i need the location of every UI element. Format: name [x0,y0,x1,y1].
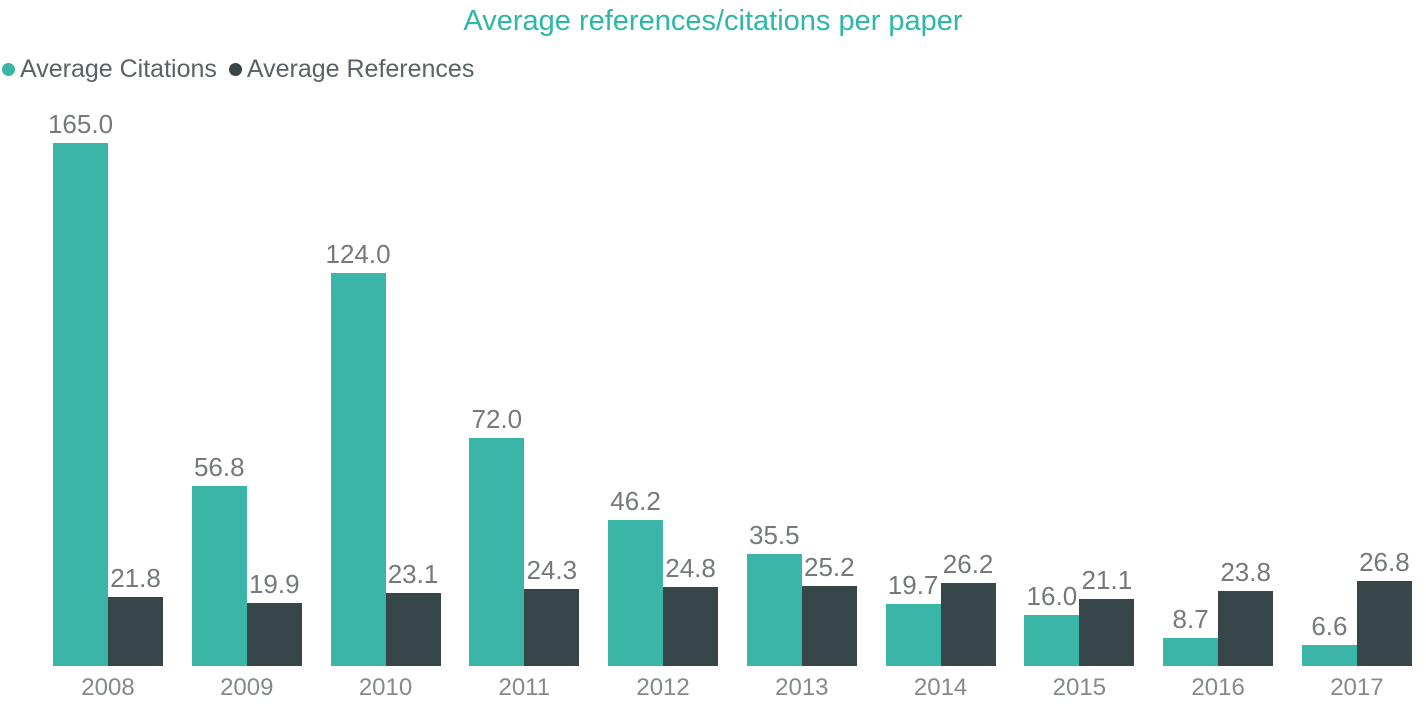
bar-cell: 56.8 [191,452,247,666]
bar-cell: 26.2 [940,549,996,666]
bar-value-label: 19.7 [887,569,939,600]
x-axis-label: 2014 [913,674,968,701]
bar-average-citations[interactable] [469,437,525,666]
bar-cell: 46.2 [608,485,664,666]
bar-value-label: 19.9 [248,568,300,599]
bar-value-label: 72.0 [471,403,523,434]
bar-average-citations[interactable] [191,486,247,666]
bar-cell: 165.0 [48,111,113,666]
x-axis-label: 2011 [498,674,551,701]
bar-cell: 21.1 [1079,565,1135,666]
bar-value-label: 35.5 [749,519,800,550]
x-axis-label: 2009 [220,674,274,701]
bar-group: 165.0 21.8 [48,111,163,666]
x-axis-label: 2013 [775,674,829,701]
bar-value-label: 56.8 [193,452,245,482]
bar-group: 6.6 26.8 [1301,547,1412,666]
legend-item-average-citations[interactable]: Average Citations [2,55,217,84]
x-axis-label: 2010 [358,674,413,701]
bar-cell: 16.0 [1024,581,1080,666]
bar-average-citations[interactable] [746,553,802,666]
bar-cell: 8.7 [1163,604,1219,666]
bar-value-label: 26.8 [1359,547,1410,578]
legend: Average Citations Average References [2,55,474,84]
bar-group: 46.2 24.8 [608,485,719,666]
bar-cell: 35.5 [746,519,802,666]
bar-cell: 19.9 [246,568,302,666]
chart-title: Average references/citations per paper [463,5,963,37]
bar-group: 72.0 24.3 [469,403,580,666]
bar-cell: 23.1 [385,558,441,666]
bar-value-label: 26.2 [942,549,994,579]
bar-cell: 24.3 [524,555,580,666]
legend-dot-references-icon [228,63,242,76]
plot-area: 165.0 21.8 56.8 19.9 124.0 23.1 72.0 24.3 46.2 24… [48,100,1412,666]
bar-value-label: 25.2 [804,552,855,583]
bar-value-label: 8.7 [1172,604,1209,635]
bar-average-references[interactable] [1356,581,1412,666]
bar-average-citations[interactable] [1024,615,1080,666]
bar-average-citations[interactable] [1163,638,1219,666]
legend-dot-citations-icon [2,63,15,76]
x-axis-label: 2012 [636,674,690,701]
bar-average-references[interactable] [663,587,719,666]
legend-label-average-citations: Average Citations [20,55,217,83]
bar-average-references[interactable] [246,602,302,666]
bar-average-citations[interactable] [608,519,664,666]
bar-average-references[interactable] [385,592,441,666]
bar-cell: 124.0 [326,241,391,666]
legend-label-average-references: Average References [246,55,475,83]
bar-group: 16.0 21.1 [1024,565,1135,666]
bar-cell: 6.6 [1301,611,1357,666]
legend-item-average-references[interactable]: Average References [228,55,475,84]
bar-average-references[interactable] [801,586,857,666]
bar-average-references[interactable] [1218,590,1274,666]
bar-cell: 72.0 [469,403,525,666]
x-axis-label: 2017 [1330,674,1384,701]
bar-average-citations[interactable] [53,143,108,666]
bar-value-label: 23.8 [1220,556,1271,587]
x-axis-label: 2016 [1191,674,1245,701]
x-axis: 2008 2009 2010 2011 2012 2013 2014 2015 2016 2017 [53,674,1412,702]
bar-value-label: 24.8 [665,553,716,584]
bar-average-citations[interactable] [330,273,386,666]
bar-group: 19.7 26.2 [885,549,996,666]
bar-average-citations[interactable] [1301,645,1357,666]
bar-group: 8.7 23.8 [1163,556,1274,666]
bar-cell: 24.8 [663,553,719,666]
bar-value-label: 6.6 [1311,611,1348,642]
bar-value-label: 16.0 [1026,581,1078,612]
bar-value-label: 165.0 [47,109,114,139]
bar-value-label: 24.3 [526,555,578,585]
bar-value-label: 46.2 [610,485,661,516]
bar-average-references[interactable] [1079,599,1135,666]
bar-value-label: 124.0 [325,239,391,269]
bar-average-references[interactable] [524,589,580,666]
bar-cell: 19.7 [885,569,941,666]
bar-cell: 21.8 [108,565,163,666]
bar-average-references[interactable] [108,596,163,666]
bar-cell: 25.2 [801,552,857,666]
x-axis-label: 2008 [81,674,135,701]
bar-group: 56.8 19.9 [191,452,302,666]
x-axis-label: 2015 [1052,674,1107,701]
bar-average-citations[interactable] [885,603,941,666]
bar-cell: 26.8 [1356,547,1412,666]
bar-group: 35.5 25.2 [746,519,857,666]
bar-average-references[interactable] [940,583,996,666]
bar-value-label: 23.1 [387,558,439,589]
bar-group: 124.0 23.1 [326,241,441,666]
bar-value-label: 21.1 [1081,565,1133,596]
bar-cell: 23.8 [1218,556,1274,666]
bar-value-label: 21.8 [110,562,161,593]
